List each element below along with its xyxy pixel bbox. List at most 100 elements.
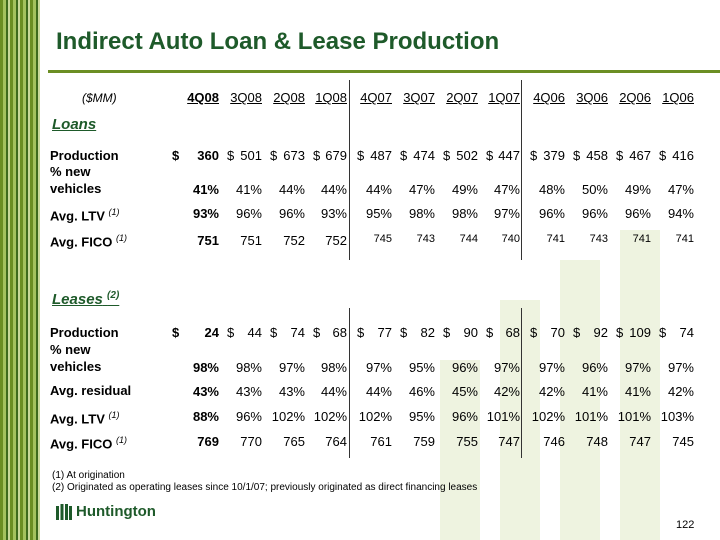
table-cell: 43% [235,384,262,399]
table-cell: 98% [320,360,347,375]
divider-line [349,80,350,260]
huntington-logo-icon [56,504,72,520]
table-cell: 96% [451,409,478,424]
divider-line [521,308,522,458]
table-cell: 44% [278,182,305,197]
table-cell: 103% [660,409,694,424]
column-header: 4Q08 [187,90,219,105]
table-cell: $74 [659,325,694,340]
table-cell: 93% [192,206,219,221]
table-cell: 94% [667,206,694,221]
watermark-shape [440,360,480,540]
watermark-shape [560,260,600,540]
table-cell: $70 [530,325,565,340]
table-cell: 43% [192,384,219,399]
table-row: 98% 98% 97% 98% 97% 95% 96% 97% 97% 96% 97% 97% [0,360,720,376]
table-cell: 43% [278,384,305,399]
table-cell: 50% [581,182,608,197]
table-cell: $360 [172,148,219,163]
table-cell: 761 [370,434,392,449]
table-cell: 46% [408,384,435,399]
table-cell: $74 [270,325,305,340]
table-cell: 98% [451,206,478,221]
table-cell: $77 [357,325,392,340]
table-cell: $44 [227,325,262,340]
table-cell: 48% [538,182,565,197]
table-row: $360 $501 $673 $679 $487 $474 $502 $447 $379 $458… [0,148,720,164]
table-cell: $90 [443,325,478,340]
leases-heading: Leases (2) [52,290,120,308]
table-cell: 96% [235,206,262,221]
table-cell: 755 [456,434,478,449]
table-cell: 41% [235,182,262,197]
table-cell: 42% [538,384,565,399]
column-header: 2Q07 [446,90,478,105]
column-header: 4Q07 [360,90,392,105]
table-cell: 41% [624,384,651,399]
table-cell: 97% [493,360,520,375]
column-header: 2Q08 [273,90,305,105]
table-cell: 748 [586,434,608,449]
table-cell: 96% [235,409,262,424]
table-cell: 98% [408,206,435,221]
table-cell: 95% [408,360,435,375]
table-cell: 49% [451,182,478,197]
table-row: 43% 43% 43% 44% 44% 46% 45% 42% 42% 41% 41% 42% [0,384,720,400]
table-cell: 751 [197,233,219,248]
row-label: Avg. FICO (1) [50,233,127,250]
column-header: 3Q07 [403,90,435,105]
table-row: $24 $44 $74 $68 $77 $82 $90 $68 $70 $92 $109 $74 [0,325,720,341]
table-cell: $92 [573,325,608,340]
table-cell: 96% [278,206,305,221]
table-cell: $458 [573,148,608,163]
footnote-2: (2) Originated as operating leases since… [52,482,478,493]
table-cell: 95% [365,206,392,221]
table-row: 41% 41% 44% 44% 44% 47% 49% 47% 48% 50% 49% 47% [0,182,720,198]
logo-text: Huntington [76,503,156,520]
table-cell: 740 [501,233,520,245]
table-cell: 747 [629,434,651,449]
table-cell: 47% [493,182,520,197]
table-cell: 743 [416,233,435,245]
table-cell: 97% [365,360,392,375]
table-cell: 96% [538,206,565,221]
watermark-shape [500,300,540,540]
table-cell: $501 [227,148,262,163]
table-row: 769 770 765 764 761 759 755 747 746 748 747 745 [0,434,720,450]
table-cell: $379 [530,148,565,163]
table-cell: $68 [313,325,347,340]
table-cell: 41% [581,384,608,399]
table-cell: 102% [358,409,392,424]
table-cell: $502 [443,148,478,163]
table-cell: 97% [278,360,305,375]
table-cell: 47% [667,182,694,197]
table-cell: $673 [270,148,305,163]
row-label: % new vehicles [50,164,102,196]
table-cell: 96% [581,206,608,221]
table-cell: 741 [675,233,694,245]
table-cell: 95% [408,409,435,424]
table-cell: 42% [493,384,520,399]
watermark-shape [620,230,660,540]
table-cell: 764 [325,434,347,449]
table-cell: $487 [357,148,392,163]
table-cell: $416 [659,148,694,163]
table-cell: 42% [667,384,694,399]
table-cell: 96% [451,360,478,375]
table-cell: 44% [365,384,392,399]
column-header: 1Q08 [315,90,347,105]
table-cell: 747 [498,434,520,449]
row-label: Avg. LTV (1) [50,410,120,427]
page-title: Indirect Auto Loan & Lease Production [56,28,500,55]
table-cell: 759 [413,434,435,449]
row-label: Avg. LTV (1) [50,207,120,224]
table-cell: 746 [543,434,565,449]
table-cell: 752 [283,233,305,248]
table-cell: 97% [667,360,694,375]
table-cell: 745 [373,233,392,245]
table-cell: 97% [493,206,520,221]
table-cell: 93% [320,206,347,221]
table-cell: $24 [172,325,219,340]
table-cell: 44% [365,182,392,197]
table-cell: $109 [616,325,651,340]
